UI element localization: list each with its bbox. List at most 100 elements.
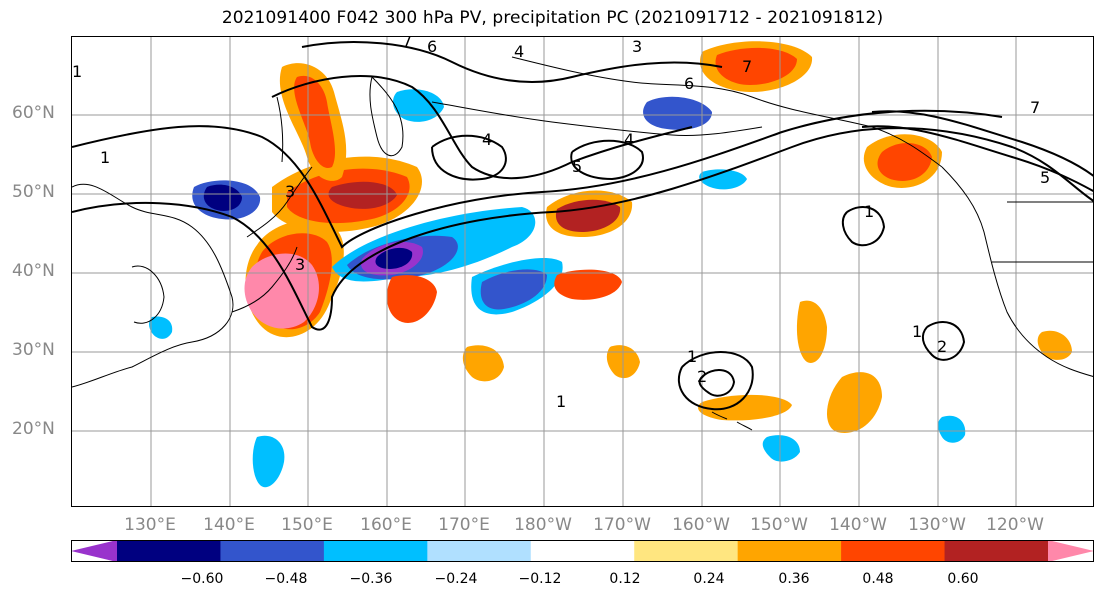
shade-japan-north-dark	[328, 181, 397, 209]
pv-contour-label: 7	[742, 57, 752, 76]
pv-contour-5	[431, 134, 507, 181]
colorbar-tick: 0.12	[609, 571, 641, 587]
shade-kuroshio-pink	[244, 253, 319, 329]
shade-alaska-red	[715, 47, 797, 85]
colorbar-segment	[944, 540, 1049, 562]
colorbar-segment	[737, 540, 842, 562]
pv-contour-label: 1	[72, 62, 82, 81]
shade-pacific-navy-core	[375, 247, 413, 269]
colorbar-segment	[1048, 540, 1094, 562]
colorbar-segment	[220, 540, 325, 562]
coast-us-border	[992, 201, 1093, 263]
colorbar-tick: 0.48	[862, 571, 894, 587]
lon-label-170e: 170°E	[438, 515, 490, 535]
pv-contour-label-group: 1 1 1 1 1 1 2 2 3 3 3 4 4 4 5 5 6 6 7 7 …	[72, 37, 1050, 411]
pv-contour-8	[698, 369, 736, 397]
shade-midpac-patch-8	[1037, 330, 1072, 360]
lat-label-40n: 40°N	[12, 261, 55, 281]
shade-midpac-patch-5	[796, 300, 827, 363]
shade-midpac-patch-1	[554, 269, 622, 300]
colorbar-tick: −0.60	[180, 571, 224, 587]
lon-label-130e: 130°E	[124, 515, 176, 535]
shade-bc-coast-red	[877, 142, 932, 181]
colorbar-outline	[71, 540, 1094, 562]
shade-blue-patch-2	[252, 435, 285, 488]
shade-blue-patch-1	[699, 169, 747, 190]
pv-contour-9	[921, 321, 966, 361]
shade-midpac-patch-2	[386, 275, 437, 323]
lat-label-50n: 50°N	[12, 182, 55, 202]
colorbar-tick: −0.12	[518, 571, 562, 587]
shade-midpac-patch-6	[826, 372, 882, 433]
colorbar	[71, 540, 1094, 562]
pv-contour-label: 7	[402, 37, 412, 51]
pv-contour-label: 3	[632, 37, 642, 56]
lat-label-60n: 60°N	[12, 103, 55, 123]
shade-sea-japan-navy	[203, 184, 242, 211]
pv-contour-label: 2	[937, 337, 947, 356]
pv-contours	[72, 41, 1093, 411]
lon-label-130w: 130°W	[908, 515, 966, 535]
lat-label-30n: 30°N	[12, 340, 55, 360]
colorbar-tick: −0.36	[349, 571, 393, 587]
colorbar-segment	[323, 540, 428, 562]
colorbar-segment	[71, 540, 117, 562]
colorbar-segment	[530, 540, 635, 562]
lon-label-180w: 180°W	[514, 515, 572, 535]
coast-hawaii	[711, 411, 753, 431]
shade-midpac-patch-7	[698, 394, 792, 421]
lon-label-150w: 150°W	[750, 515, 808, 535]
pv-contour-label: 1	[687, 347, 697, 366]
colorbar-tick: 0.36	[778, 571, 810, 587]
pv-contour-label: 2	[697, 367, 707, 386]
pv-contour-1	[72, 127, 1093, 331]
pv-contour-label: 4	[482, 130, 492, 149]
colorbar-segment	[841, 540, 946, 562]
pv-contour-12	[861, 125, 1093, 193]
pv-contour-label: 3	[295, 255, 305, 274]
coast-sakhalin	[276, 96, 284, 163]
pv-contour-2	[72, 109, 1003, 249]
pv-contour-4	[301, 41, 723, 83]
lon-label-150e: 150°E	[281, 515, 333, 535]
map-canvas: 1 1 1 1 1 1 2 2 3 3 3 4 4 4 5 5 6 6 7 7 …	[72, 37, 1093, 506]
map-title: 2021091400 F042 300 hPa PV, precipitatio…	[221, 8, 884, 28]
colorbar-segment	[117, 540, 221, 562]
shade-blue-patch-6	[392, 89, 444, 122]
shade-midpac-patch-3	[462, 345, 504, 382]
pv-contour-10	[841, 206, 886, 247]
pv-contour-label: 7	[1030, 98, 1040, 117]
lon-label-120w: 120°W	[986, 515, 1044, 535]
map-panel: 1 1 1 1 1 1 2 2 3 3 3 4 4 4 5 5 6 6 7 7 …	[71, 36, 1094, 507]
pv-contour-label: 1	[556, 392, 566, 411]
pv-contour-7	[677, 351, 754, 411]
shade-okhotsk-red	[294, 75, 336, 168]
coast-alaska	[511, 56, 943, 168]
coast-japan	[231, 166, 313, 313]
coast-asia	[72, 183, 234, 388]
pv-contour-label: 4	[514, 42, 524, 61]
graticule	[72, 37, 1093, 506]
coast-north-america	[941, 166, 1093, 377]
colorbar-segment	[427, 540, 532, 562]
pv-contour-label: 5	[572, 157, 582, 176]
pv-contour-label: 6	[684, 74, 694, 93]
lon-label-160w: 160°W	[672, 515, 730, 535]
colorbar-tick: 0.24	[693, 571, 725, 587]
colorbar-segments	[71, 540, 1094, 562]
colorbar-tick: −0.24	[434, 571, 478, 587]
pv-contour-6	[570, 139, 644, 181]
colorbar-tick: −0.48	[264, 571, 308, 587]
pv-contour-label: 4	[624, 130, 634, 149]
pv-contour-label: 1	[864, 202, 874, 221]
colorbar-segment	[634, 540, 739, 562]
lon-label-140w: 140°W	[829, 515, 887, 535]
lon-label-140e: 140°E	[203, 515, 255, 535]
shade-alaska-blue	[643, 96, 712, 130]
lon-label-160e: 160°E	[360, 515, 412, 535]
coast-korea	[131, 265, 165, 324]
pv-contour-11	[871, 110, 1093, 177]
pv-contour-label: 1	[912, 322, 922, 341]
colorbar-tick: 0.60	[947, 571, 979, 587]
shade-aleutian-south-dark	[555, 199, 621, 232]
